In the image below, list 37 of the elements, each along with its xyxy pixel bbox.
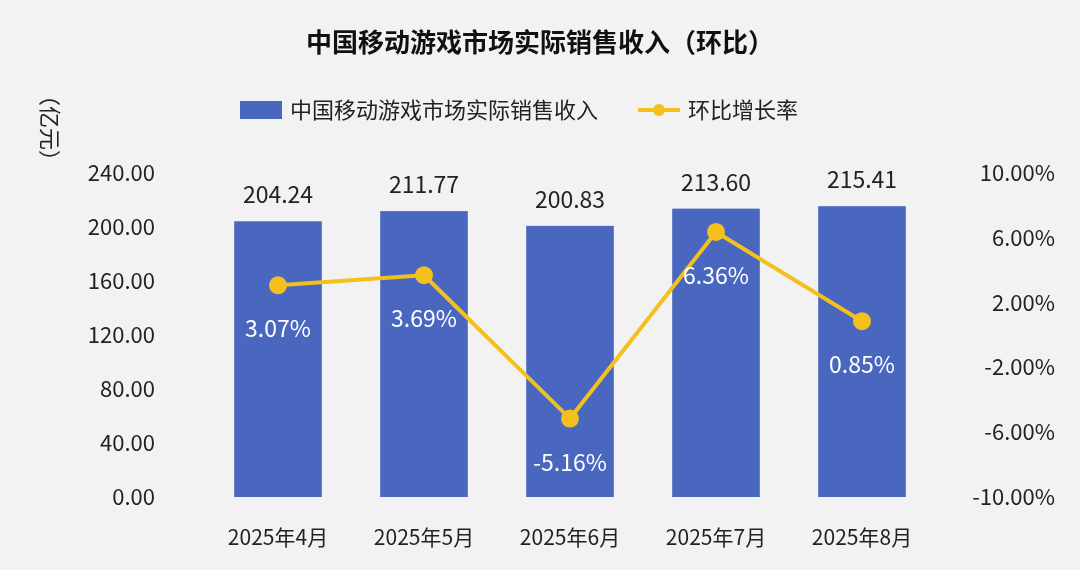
- y2-tick-label: -6.00%: [984, 414, 1055, 447]
- point: [707, 222, 725, 241]
- point: [415, 266, 433, 285]
- data-label: 6.36%: [683, 256, 749, 291]
- data-label: 215.41: [826, 161, 898, 196]
- legend-label: 环比增长率: [688, 92, 799, 124]
- data-label: 213.60: [680, 163, 752, 198]
- data-label: 0.85%: [829, 346, 895, 381]
- x-tick-label: 2025年4月: [227, 521, 329, 551]
- y2-tick-label: 2.00%: [991, 284, 1055, 317]
- y-tick-label: 0.00: [112, 479, 155, 511]
- y-tick-label: 240.00: [87, 155, 155, 187]
- point: [853, 312, 871, 331]
- point: [561, 409, 579, 428]
- data-label: 211.77: [388, 166, 460, 201]
- x-tick-label: 2025年6月: [519, 521, 621, 551]
- data-label: 200.83: [534, 180, 606, 215]
- y-tick-label: 120.00: [87, 317, 155, 349]
- y2-tick-label: -10.00%: [972, 479, 1055, 511]
- legend-label: 中国移动游戏市场实际销售收入: [290, 92, 599, 124]
- y2-tick-label: 6.00%: [991, 219, 1055, 252]
- y-axis-title: （亿元）: [36, 83, 68, 173]
- y2-tick-label: -2.00%: [984, 349, 1055, 382]
- point: [269, 276, 287, 295]
- x-tick-label: 2025年7月: [665, 521, 767, 551]
- y-tick-label: 40.00: [100, 425, 155, 457]
- data-label: -5.16%: [533, 443, 607, 478]
- data-label: 3.69%: [391, 300, 457, 335]
- data-label: 3.07%: [245, 310, 311, 345]
- data-label: 204.24: [242, 176, 314, 211]
- y-tick-label: 200.00: [87, 209, 155, 241]
- y-tick-label: 80.00: [100, 371, 155, 403]
- y-tick-label: 160.00: [87, 263, 155, 295]
- chart-title: 中国移动游戏市场实际销售收入（环比）: [305, 22, 775, 59]
- x-tick-label: 2025年5月: [373, 521, 475, 551]
- y2-tick-label: 10.00%: [979, 155, 1055, 187]
- x-tick-label: 2025年8月: [811, 521, 913, 551]
